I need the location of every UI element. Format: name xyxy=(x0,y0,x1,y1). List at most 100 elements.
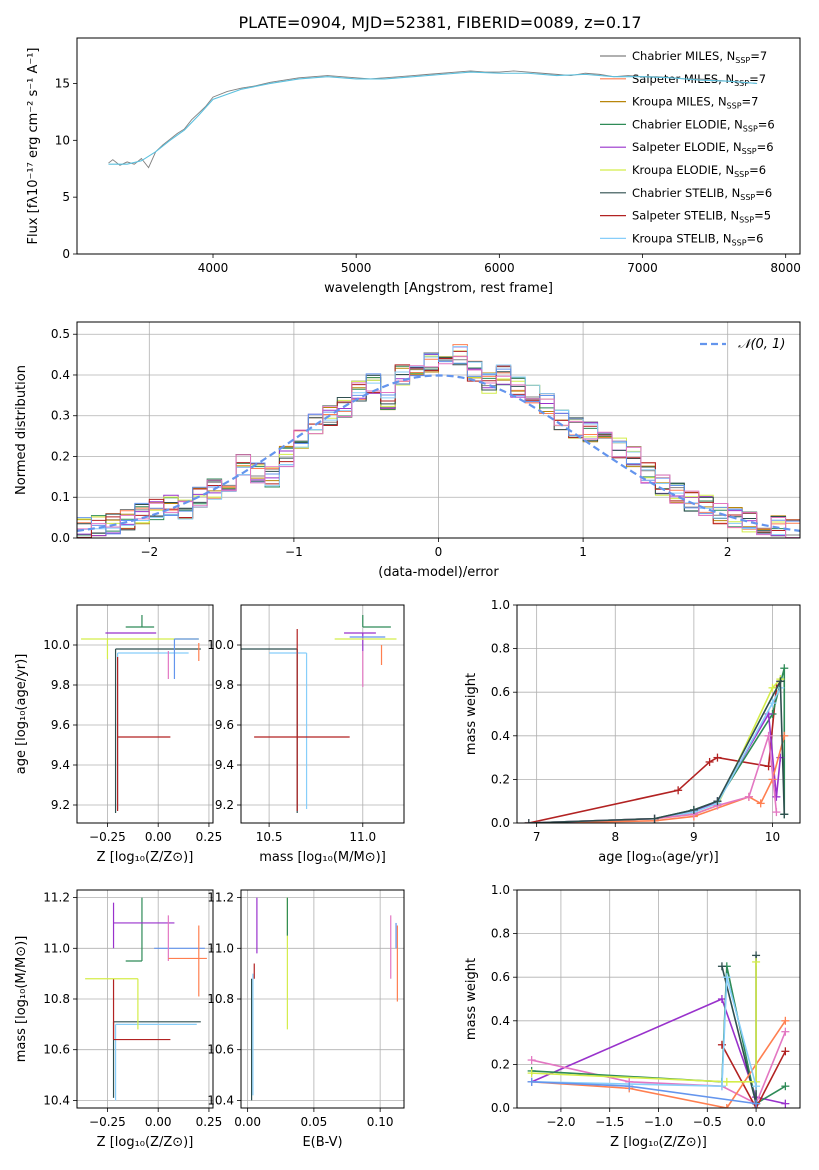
y-axis-label: Normed distribution xyxy=(14,365,29,495)
y-tick-label: 0.5 xyxy=(51,327,70,341)
axes-mass_weight_vs_age: 7 8 9 10 0.0 0.2 0.4 0.6 0.8 1.0 age [log₁₀(age/yr… xyxy=(464,598,801,865)
plot-area-age_vs_mass xyxy=(241,615,397,813)
axes-frame xyxy=(76,37,801,255)
weight-line xyxy=(528,687,782,823)
legend-label: 𝒩(0, 1) xyxy=(738,337,785,352)
x-tick-label: 5000 xyxy=(341,261,372,275)
x-tick-label: 2 xyxy=(724,545,732,559)
axes-mass_weight_vs_Z: −2.0 −1.5 −1.0 −0.5 0.0 0.0 0.2 0.4 0.6 0.8 1.0 Z [… xyxy=(464,883,801,1150)
y-axis-label: mass weight xyxy=(464,958,479,1040)
y-tick-label: 10.6 xyxy=(43,1043,70,1057)
y-tick-label: 0.4 xyxy=(51,368,70,382)
y-tick-label: 0.4 xyxy=(491,1014,510,1028)
axes-frame xyxy=(240,604,405,824)
x-tick-label: 8000 xyxy=(770,261,801,275)
x-tick-label: 10.5 xyxy=(256,830,283,844)
plot-area-spectrum xyxy=(108,70,758,169)
plot-area-mass_weight_vs_age xyxy=(524,664,789,823)
x-tick-label: 0.25 xyxy=(196,1115,223,1129)
x-tick-label: −1 xyxy=(285,545,303,559)
x-tick-label: 6000 xyxy=(484,261,515,275)
x-tick-label: 11.0 xyxy=(349,830,376,844)
y-tick-label: 0.6 xyxy=(491,685,510,699)
legend-entry-label: Chabrier MILES, NSSP=7 xyxy=(632,49,767,65)
x-tick-label: 9 xyxy=(690,830,698,844)
x-tick-label: 0.00 xyxy=(145,1115,172,1129)
x-tick-label: 4000 xyxy=(198,261,229,275)
legend-entry-label: Kroupa ELODIE, NSSP=6 xyxy=(632,163,766,179)
y-tick-label: 0.2 xyxy=(491,1057,510,1071)
y-tick-label: 9.6 xyxy=(215,718,234,732)
y-tick-label: 9.2 xyxy=(51,798,70,812)
x-axis-label: (data-model)/error xyxy=(378,565,499,580)
y-tick-label: 0 xyxy=(62,247,70,261)
y-tick-label: 1.0 xyxy=(491,598,510,612)
y-tick-label: 9.4 xyxy=(215,758,234,772)
y-tick-label: 0.2 xyxy=(491,772,510,786)
legend-entry-label: Chabrier ELODIE, NSSP=6 xyxy=(632,117,775,133)
x-axis-label: Z [log₁₀(Z/Z⊙)] xyxy=(97,1135,194,1150)
x-tick-label: −2.0 xyxy=(546,1115,575,1129)
spectrum-line-data xyxy=(108,70,758,169)
y-tick-label: 10.8 xyxy=(207,992,234,1006)
x-tick-label: −1.0 xyxy=(644,1115,673,1129)
y-tick-label: 5 xyxy=(62,190,70,204)
x-tick-label: 0.0 xyxy=(747,1115,766,1129)
x-tick-label: 10 xyxy=(765,830,780,844)
y-tick-label: 9.6 xyxy=(51,718,70,732)
x-tick-label: 0.25 xyxy=(196,830,223,844)
x-tick-label: 7 xyxy=(533,830,541,844)
y-tick-label: 11.0 xyxy=(43,941,70,955)
axes-frame xyxy=(76,604,214,824)
plot-area-mass_vs_ebv xyxy=(251,897,398,1101)
x-tick-label: 0 xyxy=(435,545,443,559)
histogram-step xyxy=(77,356,800,538)
plot-area-mass_vs_Z xyxy=(85,897,207,1101)
x-axis-label: E(B-V) xyxy=(302,1135,342,1150)
y-tick-label: 10 xyxy=(55,133,70,147)
y-tick-label: 9.4 xyxy=(51,758,70,772)
x-tick-label: 1 xyxy=(579,545,587,559)
x-tick-label: −0.25 xyxy=(89,830,126,844)
y-tick-label: 9.8 xyxy=(215,678,234,692)
y-axis-label: mass weight xyxy=(464,673,479,755)
y-tick-label: 10.0 xyxy=(207,638,234,652)
y-tick-label: 0.8 xyxy=(491,642,510,656)
y-tick-label: 0.4 xyxy=(491,729,510,743)
weight-line xyxy=(528,711,782,823)
x-axis-label: Z [log₁₀(Z/Z⊙)] xyxy=(610,1135,707,1150)
legend-entry-label: Kroupa MILES, NSSP=7 xyxy=(632,95,758,111)
spectrum-line-model xyxy=(108,71,758,165)
y-tick-label: 0.0 xyxy=(491,1101,510,1115)
x-tick-label: 0.05 xyxy=(301,1115,328,1129)
y-tick-label: 1.0 xyxy=(491,883,510,897)
y-tick-label: 0.6 xyxy=(491,970,510,984)
axes-frame xyxy=(516,889,801,1109)
axes-frame xyxy=(516,604,801,824)
legend-entry-label: Chabrier STELIB, NSSP=6 xyxy=(632,186,772,202)
axes-frame xyxy=(76,321,801,539)
weight-line xyxy=(531,961,757,1083)
legend-entry-label: Salpeter STELIB, NSSP=5 xyxy=(632,209,771,225)
axes-spectrum: 4000 5000 6000 7000 8000 0 5 10 15 wavelength [An… xyxy=(26,37,801,296)
y-tick-label: 10.0 xyxy=(43,638,70,652)
histogram-step xyxy=(77,353,800,535)
x-tick-label: 7000 xyxy=(627,261,658,275)
y-tick-label: 0.3 xyxy=(51,409,70,423)
x-tick-label: 0.10 xyxy=(367,1115,394,1129)
axes-frame xyxy=(76,889,214,1109)
axes-age_vs_mass: 10.5 11.0 9.2 9.4 9.6 9.8 10.0 mass [log₁₀(M/M⊙… xyxy=(207,604,405,865)
y-axis-label: age [log₁₀(age/yr)] xyxy=(14,654,29,775)
plot-area-residuals xyxy=(77,344,800,538)
y-axis-label: mass [log₁₀(M/M⊙)] xyxy=(14,936,29,1063)
x-tick-label: −0.5 xyxy=(693,1115,722,1129)
x-axis-label: age [log₁₀(age/yr)] xyxy=(598,850,719,865)
x-axis-label: Z [log₁₀(Z/Z⊙)] xyxy=(97,850,194,865)
x-axis-label: mass [log₁₀(M/M⊙)] xyxy=(259,850,386,865)
x-axis-label: wavelength [Angstrom, rest frame] xyxy=(324,281,553,296)
plot-area-mass_weight_vs_Z xyxy=(527,951,790,1108)
weight-line xyxy=(528,678,781,823)
y-tick-label: 0.0 xyxy=(491,816,510,830)
weight-line xyxy=(531,976,757,1088)
